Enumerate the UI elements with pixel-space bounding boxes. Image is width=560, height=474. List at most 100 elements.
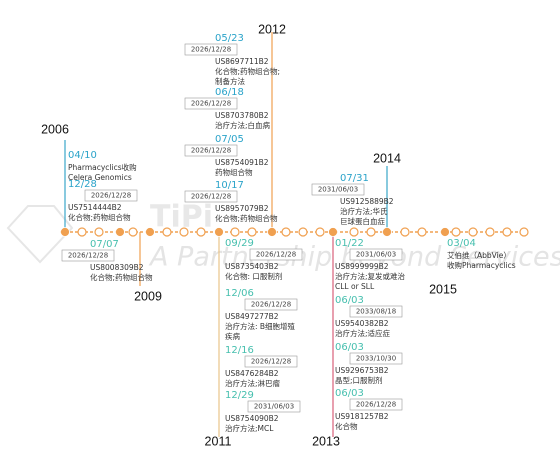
patent-number: US8476284B2 — [225, 369, 279, 378]
patent-number: US8957079B2 — [215, 204, 269, 213]
timeline-node — [502, 227, 512, 237]
timeline-node — [315, 227, 325, 237]
event-date: 12/06 — [225, 288, 254, 299]
expiry-date: 2031/06/03 — [318, 186, 358, 194]
expiry-date: 2026/12/28 — [256, 251, 296, 259]
expiry-date: 2026/12/28 — [191, 193, 231, 201]
expiry-date: 2026/12/28 — [356, 401, 396, 409]
event-description: 晶型;口服制剂 — [335, 375, 383, 385]
expiry-date: 2031/06/03 — [356, 251, 396, 259]
patent-number: US7514444B2 — [68, 203, 122, 212]
event-date: 06/18 — [215, 87, 244, 98]
year-label: 2009 — [134, 289, 162, 303]
expiry-date: 2033/08/18 — [356, 308, 396, 316]
patent-number: US8697711B2 — [215, 57, 269, 66]
event-description: CLL or SLL — [335, 282, 375, 291]
event-description: 疾病 — [225, 331, 240, 341]
event-description: 化合物;药物组合物 — [68, 212, 131, 222]
event-description: 治疗方法;MCL — [225, 423, 274, 433]
timeline-node — [400, 227, 410, 237]
expiry-box — [247, 400, 301, 413]
timeline-node — [451, 227, 461, 237]
timeline-node — [281, 227, 291, 237]
timeline-node — [328, 227, 338, 237]
expiry-box — [349, 352, 403, 365]
expiry-date: 2026/12/28 — [68, 252, 108, 260]
event-date: 07/07 — [90, 239, 119, 250]
timeline-node — [349, 227, 359, 237]
event-description: 化合物;药物组合物; — [215, 66, 280, 76]
event-date: 07/31 — [340, 173, 369, 184]
event-description: 药物组合物 — [215, 167, 253, 177]
expiry-box — [184, 97, 238, 110]
timeline-node — [485, 227, 495, 237]
event-date: 12/29 — [225, 390, 254, 401]
event-date: 06/03 — [335, 295, 364, 306]
event-date: 07/05 — [215, 134, 244, 145]
expiry-box — [349, 398, 403, 411]
event-description: 治疗方法;华氏 — [340, 206, 388, 216]
event-date: 09/29 — [225, 238, 254, 249]
patent-number: US8008309B2 — [90, 263, 144, 272]
event-description: 治疗方法;白血病 — [215, 120, 271, 130]
timeline-node — [162, 227, 172, 237]
event-description: 治疗方法;淋巴瘤 — [225, 378, 281, 388]
expiry-date: 2031/06/03 — [254, 403, 294, 411]
year-label: 2013 — [312, 434, 340, 448]
patent-number: US9181257B2 — [335, 412, 389, 421]
expiry-box — [349, 248, 403, 261]
timeline-node — [519, 227, 529, 237]
patent-number: US8754090B2 — [225, 414, 279, 423]
patent-number: US8999999B2 — [335, 262, 389, 271]
expiry-box — [184, 43, 238, 56]
event-description: 制备方法 — [215, 76, 245, 86]
expiry-date: 2026/12/28 — [251, 358, 291, 366]
expiry-date: 2026/12/28 — [191, 147, 231, 155]
event-date: 06/03 — [335, 342, 364, 353]
event-description: 化合物;药物组合物 — [90, 272, 153, 282]
timeline-node — [382, 227, 392, 237]
expiry-date: 2026/12/28 — [91, 192, 131, 200]
event-date: 12/28 — [68, 179, 97, 190]
year-label: 2006 — [41, 122, 69, 136]
expiry-box — [84, 189, 138, 202]
watermark-logo-shape — [6, 205, 74, 264]
timeline-node — [145, 227, 155, 237]
event-date: 06/03 — [335, 388, 364, 399]
event-description: 治疗方法;复发或难治 — [335, 271, 406, 281]
expiry-box — [244, 298, 298, 311]
timeline-node — [94, 227, 104, 237]
timeline-node — [417, 227, 427, 237]
expiry-box — [349, 305, 403, 318]
patent-number: US9125889B2 — [340, 197, 394, 206]
expiry-date: 2026/12/28 — [191, 46, 231, 54]
event-description: 化合物: 口服制剂 — [225, 271, 282, 281]
event-date: 01/22 — [335, 238, 364, 249]
timeline-node — [468, 227, 478, 237]
timeline-node — [230, 227, 240, 237]
patent-number: US8754091B2 — [215, 158, 269, 167]
timeline-node — [196, 227, 206, 237]
timeline-node — [267, 227, 277, 237]
event-description: 收购Pharmacyclics — [447, 260, 516, 270]
patent-number: US8497277B2 — [225, 312, 279, 321]
patent-number: US9296753B2 — [335, 366, 389, 375]
event-description: 巨球蛋白血症 — [340, 216, 385, 226]
event-description: 艾伯维（AbbVie） — [447, 250, 511, 260]
expiry-box — [249, 248, 303, 261]
expiry-date: 2026/12/28 — [191, 100, 231, 108]
event-description: 治疗方法;适应症 — [335, 328, 391, 338]
timeline-node — [366, 227, 376, 237]
timeline-node — [77, 227, 87, 237]
year-label: 2014 — [373, 151, 401, 165]
timeline-node — [179, 227, 189, 237]
event-date: 10/17 — [215, 180, 244, 191]
event-date: 05/23 — [215, 33, 244, 44]
expiry-date: 2033/10/30 — [356, 355, 396, 363]
event-date: 04/10 — [68, 150, 97, 161]
expiry-box — [311, 183, 365, 196]
timeline-node — [115, 227, 125, 237]
event-description: Pharmacyclics收购 — [68, 162, 137, 172]
timeline-node — [128, 227, 138, 237]
event-description: 化合物;药物组合物 — [215, 213, 278, 223]
